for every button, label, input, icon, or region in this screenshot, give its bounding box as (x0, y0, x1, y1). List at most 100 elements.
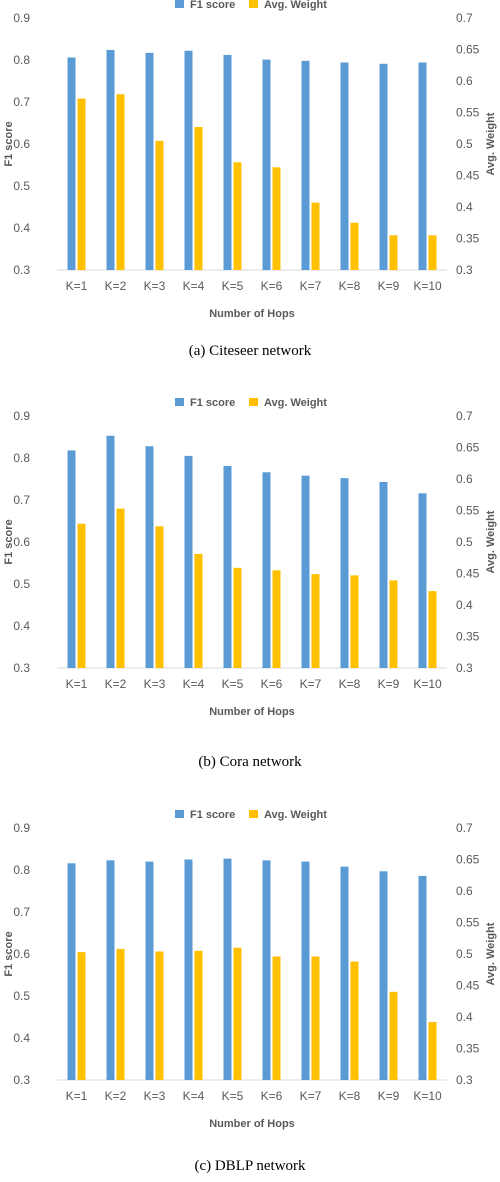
bar-f1-score (145, 52, 154, 270)
bar-f1-score (418, 493, 427, 668)
y-tick-label: 0.7 (13, 493, 30, 507)
bar-avg-weight (194, 553, 203, 668)
bar-avg-weight (155, 951, 164, 1080)
x-tick-label: K=8 (339, 1089, 361, 1103)
y-tick-label: 0.6 (13, 137, 30, 151)
bar-f1-score (67, 450, 76, 668)
y2-tick-label: 0.6 (456, 884, 473, 898)
y-axis-title: F1 score (3, 519, 15, 564)
y2-tick-label: 0.65 (456, 43, 480, 57)
caption-citeseer: (a) Citeseer network (188, 343, 312, 359)
y2-axis-title: Avg. Weight (485, 922, 497, 985)
y2-tick-label: 0.35 (456, 232, 480, 246)
x-tick-label: K=5 (222, 1089, 244, 1103)
y2-tick-label: 0.4 (456, 200, 473, 214)
y2-tick-label: 0.5 (456, 947, 473, 961)
x-tick-label: K=9 (378, 279, 400, 293)
bar-f1-score (340, 62, 349, 270)
bar-f1-score (262, 59, 271, 270)
bar-f1-score (418, 875, 427, 1080)
bar-f1-score (67, 57, 76, 271)
x-tick-label: K=10 (413, 1089, 442, 1103)
y2-tick-label: 0.5 (456, 137, 473, 151)
legend-f1-swatch (175, 810, 184, 818)
caption-cora: (b) Cora network (198, 754, 302, 770)
bar-avg-weight (116, 948, 125, 1080)
legend-avg-label: Avg. Weight (264, 398, 327, 409)
bar-avg-weight (350, 575, 359, 668)
bar-f1-score (223, 54, 232, 271)
bar-avg-weight (194, 126, 203, 271)
x-tick-label: K=7 (300, 677, 322, 691)
bar-avg-weight (389, 580, 398, 668)
bar-avg-weight (155, 526, 164, 668)
y2-tick-label: 0.3 (456, 1073, 473, 1087)
bar-f1-score (145, 446, 154, 668)
bar-f1-score (106, 860, 115, 1080)
x-tick-label: K=1 (66, 279, 88, 293)
bar-avg-weight (311, 956, 320, 1080)
bar-f1-score (184, 859, 193, 1080)
y2-tick-label: 0.3 (456, 661, 473, 675)
bar-f1-score (184, 455, 193, 668)
y-tick-label: 0.3 (13, 661, 30, 675)
bar-f1-score (223, 858, 232, 1080)
bar-avg-weight (116, 94, 125, 270)
x-axis-title: Number of Hops (209, 706, 295, 718)
y2-tick-label: 0.3 (456, 263, 473, 277)
bar-avg-weight (311, 574, 320, 668)
x-tick-label: K=6 (261, 677, 283, 691)
y-tick-label: 0.5 (13, 989, 30, 1003)
bar-avg-weight (428, 235, 437, 270)
y-tick-label: 0.8 (13, 53, 30, 67)
x-tick-label: K=7 (300, 279, 322, 293)
bar-f1-score (184, 50, 193, 271)
y-tick-label: 0.5 (13, 577, 30, 591)
legend: F1 score Avg. Weight (175, 398, 327, 409)
y2-tick-label: 0.45 (456, 567, 480, 581)
bar-f1-score (262, 472, 271, 668)
bar-avg-weight (311, 202, 320, 270)
x-tick-label: K=4 (183, 677, 205, 691)
bar-avg-weight (389, 235, 398, 270)
x-tick-label: K=3 (144, 677, 166, 691)
bar-avg-weight (389, 991, 398, 1080)
bar-avg-weight (272, 956, 281, 1080)
x-tick-label: K=3 (144, 1089, 166, 1103)
y2-tick-label: 0.65 (456, 853, 480, 867)
x-tick-label: K=4 (183, 279, 205, 293)
y2-tick-label: 0.55 (456, 916, 480, 930)
y2-tick-label: 0.45 (456, 979, 480, 993)
x-tick-label: K=9 (378, 1089, 400, 1103)
x-tick-label: K=2 (105, 279, 127, 293)
x-tick-label: K=5 (222, 279, 244, 293)
bar-f1-score (301, 60, 310, 271)
legend-avg-swatch (249, 398, 258, 406)
y2-tick-label: 0.65 (456, 441, 480, 455)
legend-avg-swatch (249, 0, 258, 8)
y2-tick-label: 0.7 (456, 11, 473, 25)
legend-f1-swatch (175, 398, 184, 406)
y2-tick-label: 0.4 (456, 598, 473, 612)
y-tick-label: 0.4 (13, 619, 30, 633)
bar-f1-score (379, 63, 388, 270)
y2-tick-label: 0.4 (456, 1010, 473, 1024)
legend-avg-label: Avg. Weight (264, 0, 327, 11)
y-tick-label: 0.6 (13, 535, 30, 549)
y2-tick-label: 0.5 (456, 535, 473, 549)
bar-avg-weight (77, 523, 86, 668)
y2-axis-title: Avg. Weight (485, 510, 497, 573)
x-tick-label: K=8 (339, 279, 361, 293)
bar-avg-weight (350, 222, 359, 270)
y2-tick-label: 0.35 (456, 630, 480, 644)
bar-f1-score (106, 49, 115, 270)
x-tick-label: K=2 (105, 1089, 127, 1103)
bar-avg-weight (428, 591, 437, 668)
bar-f1-score (67, 863, 76, 1080)
bar-f1-score (379, 871, 388, 1080)
bar-f1-score (301, 475, 310, 668)
x-tick-label: K=10 (413, 279, 442, 293)
bar-avg-weight (116, 508, 125, 668)
y-tick-label: 0.3 (13, 263, 30, 277)
x-tick-label: K=5 (222, 677, 244, 691)
